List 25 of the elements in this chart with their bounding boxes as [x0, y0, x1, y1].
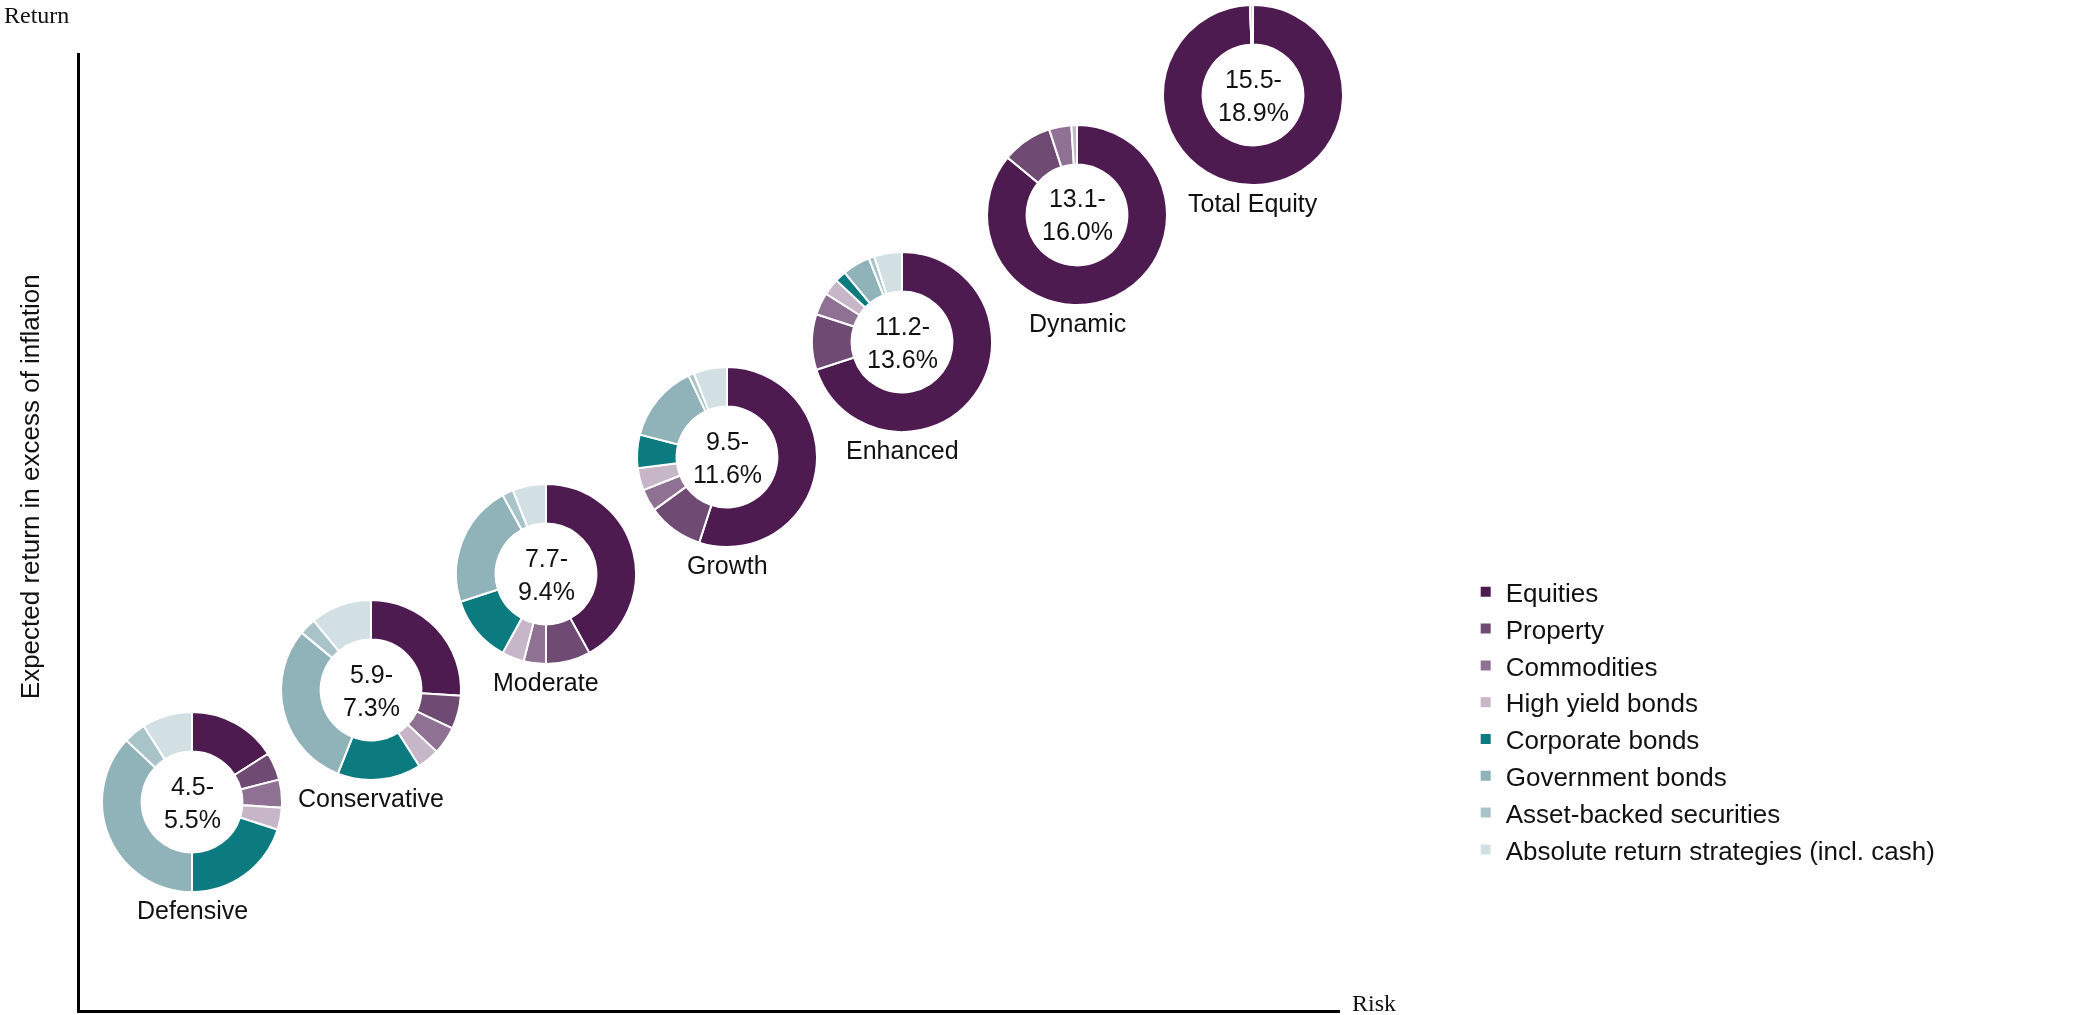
slice-label: Defensive [137, 896, 249, 924]
legend-label: Equities [1505, 577, 1599, 608]
slice-label: Enhanced [846, 436, 959, 464]
legend-label: Property [1505, 614, 1604, 645]
text: 15.5-18.9% [1218, 65, 1289, 126]
text: 9.5-11.6% [693, 427, 763, 488]
legend-label: High yield bonds [1505, 688, 1698, 719]
legend-label: Asset-backed securities [1505, 798, 1781, 829]
text: 11.2-13.6% [867, 312, 938, 373]
legend-label: Commodities [1505, 651, 1658, 682]
text: 7.7-9.4% [518, 544, 575, 605]
slice-label: Total Equity [1188, 189, 1318, 217]
slice-label: Conservative [298, 784, 444, 812]
text: Return [4, 2, 70, 28]
text: 4.5-5.5% [164, 772, 221, 833]
text: Expected return in excess of inflation [14, 274, 45, 700]
slice-label: Dynamic [1029, 309, 1127, 337]
legend-label: Corporate bonds [1505, 725, 1700, 756]
slice-label: Growth [687, 551, 768, 579]
text: Risk [1352, 990, 1397, 1015]
legend-label: Absolute return strategies (incl. cash) [1505, 835, 1935, 866]
slice-label: Moderate [493, 668, 599, 696]
text: 13.1-16.0% [1042, 184, 1113, 245]
legend-label: Government bonds [1505, 761, 1727, 792]
text: 5.9-7.3% [343, 660, 400, 721]
